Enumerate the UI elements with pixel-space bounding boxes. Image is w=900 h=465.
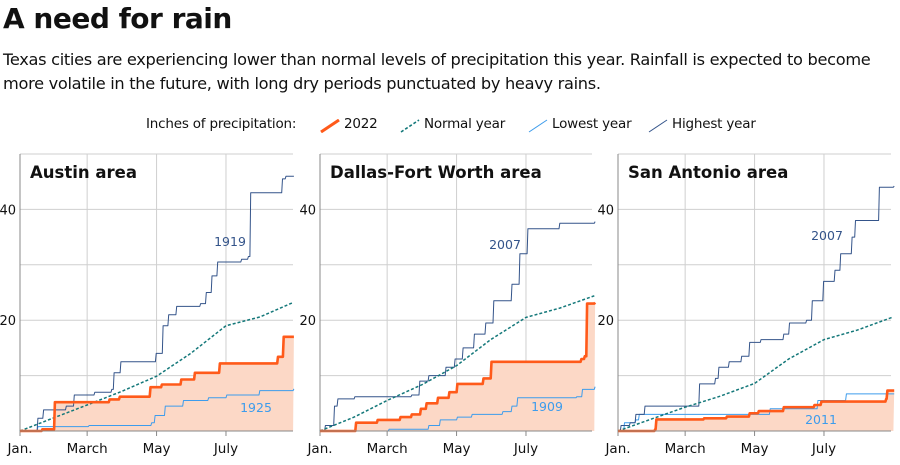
legend-swatch-normal: [400, 119, 420, 133]
legend-item-2022: 2022: [344, 116, 378, 132]
legend-swatch-lowest: [528, 119, 548, 133]
series-line-highest-year: [320, 221, 596, 432]
x-tick-label: July: [213, 441, 238, 457]
y-tick-label: 20: [299, 314, 316, 329]
x-tick-label: July: [513, 441, 538, 457]
panel-san-antonio: Jan. March May July 20 40 2007 2011 San Antonio …: [597, 153, 895, 457]
x-tick-label: May: [143, 441, 171, 457]
legend-item-lowest: Lowest year: [552, 116, 632, 132]
legend-label: Inches of precipitation:: [146, 116, 297, 132]
page-title: A need for rain: [3, 2, 232, 35]
x-tick-label: Jan.: [604, 441, 630, 457]
legend-item-highest: Highest year: [672, 116, 756, 132]
series-line-normal-year: [319, 295, 595, 432]
x-tick-label: May: [741, 441, 769, 457]
y-tick-label: 20: [597, 314, 614, 329]
x-tick-label: May: [443, 441, 471, 457]
legend-item-normal: Normal year: [424, 116, 506, 132]
series-line-normal-year: [617, 316, 894, 432]
page-subtitle: Texas cities are experiencing lower than…: [3, 50, 871, 93]
x-tick-label: March: [67, 441, 108, 457]
area-2022: [20, 336, 294, 431]
panel-dallas: Jan. March May July 20 40 2007 1909 Dallas-Fort …: [299, 153, 597, 457]
area-2022: [618, 390, 895, 431]
series-line-lowest-year: [20, 388, 295, 432]
y-tick-label: 40: [597, 203, 614, 218]
series-line-2022: [20, 335, 295, 433]
lowest-year-label: 1909: [531, 399, 563, 414]
series-line-2022: [320, 301, 597, 433]
y-tick-label: 40: [299, 203, 316, 218]
x-tick-label: March: [665, 441, 706, 457]
area-2022: [320, 302, 596, 431]
lowest-year-label: 1925: [240, 400, 272, 415]
series-line-lowest-year: [320, 386, 596, 432]
y-tick-label: 20: [0, 314, 16, 329]
panel-title: Austin area: [30, 163, 137, 182]
x-tick-label: Jan.: [6, 441, 32, 457]
highest-year-label: 1919: [214, 234, 246, 249]
y-tick-label: 40: [0, 203, 16, 218]
panel-austin: Jan. March May July 20 40 1919 1925 Austin area: [0, 153, 295, 457]
series-line-highest-year: [20, 175, 294, 432]
x-tick-label: Jan.: [306, 441, 332, 457]
series-line-highest-year: [618, 185, 895, 432]
legend-swatch-2022: [320, 119, 340, 133]
x-tick-label: March: [367, 441, 408, 457]
x-tick-label: July: [811, 441, 836, 457]
series-line-2022: [618, 389, 895, 433]
legend-swatch-highest: [648, 119, 668, 133]
panel-title: Dallas-Fort Worth area: [330, 163, 542, 182]
highest-year-label: 2007: [811, 228, 843, 243]
series-line-normal-year: [19, 301, 294, 432]
highest-year-label: 2007: [489, 237, 521, 252]
lowest-year-label: 2011: [805, 412, 837, 427]
panel-title: San Antonio area: [628, 163, 788, 182]
